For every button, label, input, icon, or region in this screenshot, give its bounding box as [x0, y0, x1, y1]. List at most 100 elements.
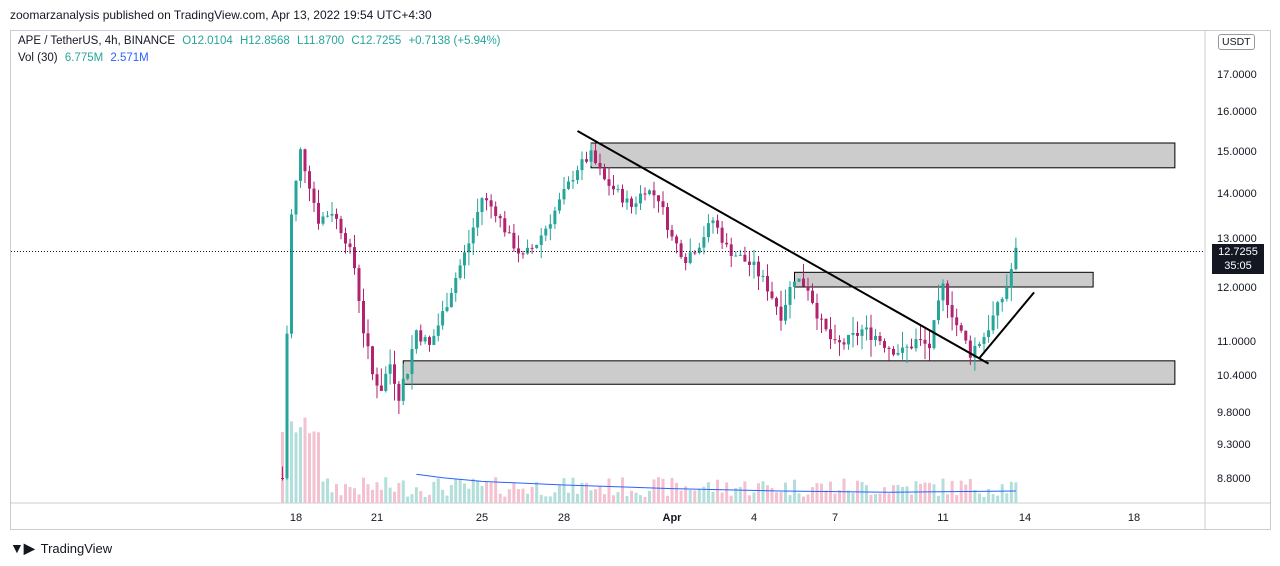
candle-body [919, 339, 922, 341]
volume-bar [384, 477, 388, 503]
y-tick-label: 9.8000 [1217, 407, 1251, 419]
volume-bar [973, 489, 977, 503]
last-price-value: 12.7255 [1218, 246, 1258, 258]
volume-bar [489, 482, 493, 503]
close-value: C12.7255 [351, 35, 402, 47]
candle-body [410, 348, 414, 375]
volume-bar [851, 492, 855, 503]
high-value: H12.8568 [239, 35, 290, 47]
volume-bar [290, 421, 293, 503]
candle-body [928, 343, 931, 349]
candle-body [824, 318, 828, 330]
candle-body [476, 211, 480, 228]
volume-bar [788, 495, 792, 503]
candle-body [371, 346, 374, 375]
volume-bar [937, 495, 940, 503]
volume-bar [375, 482, 379, 503]
volume-bar [512, 482, 516, 503]
candle-body [775, 298, 778, 307]
candle-body [734, 255, 738, 257]
volume-bar [498, 493, 502, 503]
candle-body [757, 261, 760, 277]
volume-bar [874, 494, 877, 503]
candle-body [788, 286, 792, 305]
support-zone [402, 360, 1176, 385]
candle-body [625, 198, 629, 203]
candle-body [729, 244, 733, 256]
candle-body [725, 242, 729, 245]
volume-bar [661, 478, 665, 503]
volume-bar [388, 487, 392, 503]
candle-body [851, 332, 855, 335]
volume-bar [625, 495, 629, 503]
volume-bar [357, 494, 361, 503]
volume-ma-value: 2.571M [110, 52, 149, 64]
candle-body [996, 302, 1000, 316]
candle-body [716, 220, 720, 228]
volume-bar [406, 496, 410, 503]
candle-body [761, 275, 765, 277]
volume-bar [883, 487, 886, 503]
volume-bar [679, 490, 683, 503]
footer-brand[interactable]: TradingView [40, 541, 113, 556]
candle-body [865, 327, 868, 330]
tradingview-logo-icon[interactable]: ▼▶ [10, 540, 35, 556]
candle-body [419, 330, 423, 342]
candle-body [449, 293, 453, 308]
candle-body [375, 374, 379, 386]
volume-bar [454, 478, 458, 503]
volume-bar [802, 496, 805, 503]
volume-label[interactable]: Vol (30) [18, 52, 58, 64]
volume-bar [589, 490, 593, 503]
candle-body [339, 218, 343, 234]
volume-bar [697, 488, 701, 503]
candle-body [598, 163, 602, 169]
volume-bar [892, 485, 895, 503]
volume-bar [865, 485, 868, 503]
volume-bar [436, 478, 440, 503]
volume-bar [842, 478, 846, 503]
candle-body [445, 307, 449, 312]
candle-body [603, 168, 606, 180]
volume-bar [752, 492, 756, 503]
candle-body [494, 206, 498, 217]
volume-bar [410, 494, 414, 503]
currency-selector[interactable]: USDT [1218, 34, 1255, 50]
volume-bar [838, 490, 841, 503]
candle-body [901, 347, 904, 353]
volume-bar [612, 495, 615, 503]
volume-bar [303, 417, 307, 503]
candle-body [321, 216, 325, 224]
volume-bar [675, 482, 679, 503]
candle-body [353, 247, 356, 269]
volume-bar [516, 489, 520, 503]
candle-body [815, 302, 819, 319]
candle-body [847, 334, 850, 345]
volume-bar [706, 482, 710, 503]
candle-body [585, 159, 588, 162]
volume-bar [770, 488, 774, 503]
candle-body [914, 339, 918, 349]
volume-bar [476, 480, 480, 503]
candle-body [539, 235, 543, 245]
candle-body [941, 283, 945, 301]
symbol-label[interactable]: APE / TetherUS, 4h, BINANCE [18, 35, 176, 47]
volume-bar [428, 494, 431, 503]
ohlc-legend: APE / TetherUS, 4h, BINANCE O12.0104 H12… [18, 35, 505, 47]
y-tick-label: 13.0000 [1217, 233, 1257, 245]
volume-bar [811, 487, 814, 503]
volume-bar [535, 482, 539, 503]
volume-bar [548, 496, 552, 503]
volume-bar [330, 492, 334, 503]
volume-bar [639, 495, 642, 503]
candle-body [693, 252, 697, 254]
volume-bar [480, 485, 484, 503]
candle-body [706, 223, 710, 238]
volume-bar [467, 488, 471, 503]
volume-bar [964, 484, 968, 503]
volume-bar [779, 492, 783, 503]
low-value: L11.8700 [297, 35, 345, 47]
resistance-zone [590, 142, 1176, 169]
volume-legend: Vol (30) 6.775M 2.571M [18, 52, 153, 64]
